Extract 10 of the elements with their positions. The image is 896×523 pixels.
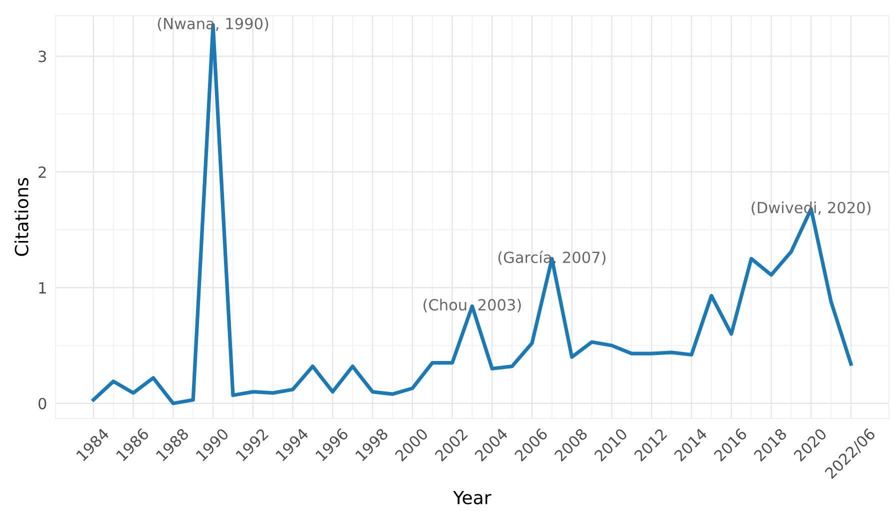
y-tick-label: 1 (39, 282, 46, 294)
annotation: (García, 2007) (498, 250, 606, 265)
annotation: (Nwana, 1990) (158, 18, 268, 32)
y-tick-label: 3 (38, 50, 46, 62)
x-axis-title: Year (453, 490, 492, 504)
y-tick-label: 0 (38, 398, 46, 410)
annotation: (Dwivedi, 2020) (752, 202, 870, 216)
annotation: (Chou, 2003) (424, 298, 521, 312)
y-axis-title: Citations (14, 178, 28, 256)
y-tick-label: 2 (38, 166, 46, 178)
